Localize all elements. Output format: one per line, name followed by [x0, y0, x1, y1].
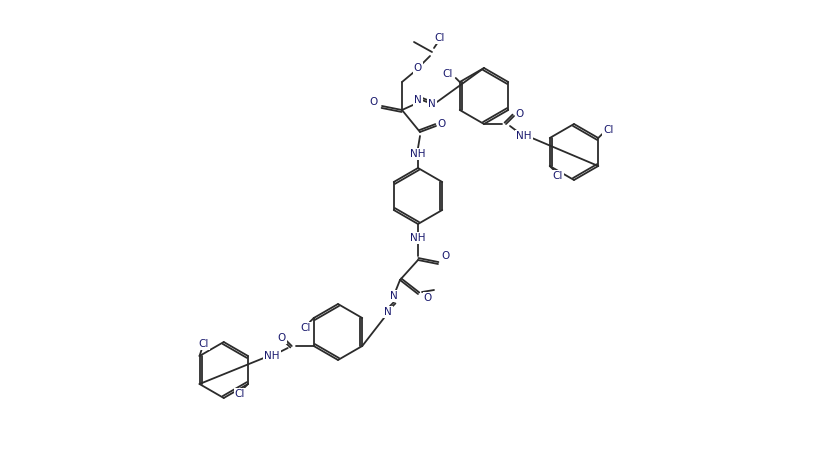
Text: Cl: Cl — [603, 125, 613, 135]
Text: NH: NH — [410, 149, 426, 159]
Text: NH: NH — [410, 233, 426, 243]
Text: Cl: Cl — [434, 33, 445, 43]
Text: NH: NH — [263, 351, 279, 361]
Text: O: O — [413, 63, 421, 73]
Text: N: N — [384, 307, 391, 317]
Text: Cl: Cl — [235, 389, 245, 399]
Text: Cl: Cl — [552, 171, 563, 181]
Text: O: O — [515, 109, 523, 119]
Text: O: O — [423, 293, 431, 303]
Text: N: N — [390, 291, 397, 301]
Text: O: O — [437, 119, 446, 129]
Text: Cl: Cl — [442, 69, 452, 79]
Text: O: O — [278, 333, 286, 343]
Text: N: N — [427, 99, 436, 109]
Text: O: O — [370, 97, 378, 107]
Text: N: N — [414, 95, 421, 105]
Text: Cl: Cl — [198, 339, 208, 349]
Text: O: O — [441, 251, 450, 261]
Text: NH: NH — [516, 131, 531, 141]
Text: Cl: Cl — [300, 323, 310, 333]
